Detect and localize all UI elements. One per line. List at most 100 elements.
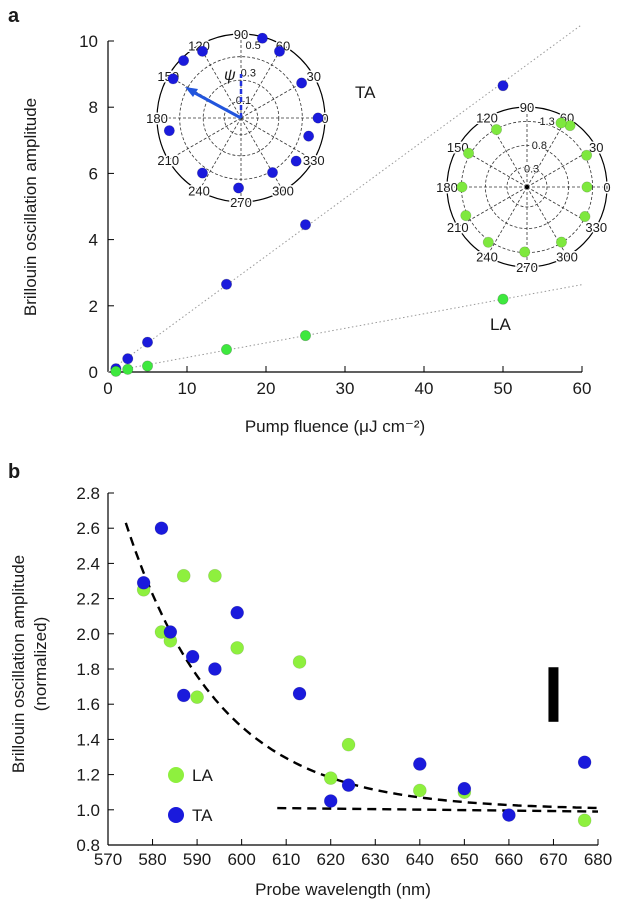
y-tick-label: 1.6 [76, 695, 100, 714]
polar-radius-label: 0.3 [524, 164, 539, 176]
polar-point-ta [167, 73, 179, 85]
fit-curve-lower [277, 806, 599, 813]
x-tick-label: 40 [415, 379, 434, 398]
x-tick-label: 680 [584, 850, 612, 869]
data-point-la [176, 568, 191, 583]
panel-b-points [136, 521, 592, 828]
data-point-ta [208, 662, 222, 676]
polar-point-ta [256, 32, 268, 44]
legend-label-ta: TA [192, 806, 213, 825]
polar-point-ta [312, 112, 324, 124]
polar-angle-label: 270 [516, 260, 538, 275]
data-point-la [292, 655, 307, 669]
data-point-ta [122, 353, 134, 365]
x-tick-label: 30 [336, 379, 355, 398]
x-tick-label: 0 [103, 379, 112, 398]
x-tick-label: 570 [94, 850, 122, 869]
polar-angle-label: 300 [556, 249, 578, 264]
x-tick-label: 580 [138, 850, 166, 869]
polar-point-la [490, 124, 502, 136]
y-tick-label: 4 [89, 231, 98, 250]
data-point-ta [142, 336, 154, 348]
data-point-ta [163, 625, 178, 639]
y-tick-label: 8 [89, 98, 98, 117]
polarization-arrowhead [185, 87, 198, 97]
fit-line-la [107, 284, 583, 373]
polar-angle-label: 210 [157, 153, 179, 168]
data-point-ta [497, 80, 509, 92]
polar-angle-label: 30 [307, 69, 321, 84]
data-point-ta [502, 808, 516, 822]
x-tick-label: 620 [317, 850, 345, 869]
polar-angle-label: 300 [272, 184, 294, 199]
polar-point-ta [197, 45, 209, 57]
data-point-ta [323, 794, 338, 808]
polar-point-la [581, 149, 593, 161]
data-point-la [413, 783, 427, 798]
data-point-la [341, 737, 356, 752]
polar-point-ta [273, 45, 285, 57]
annotation-la: LA [490, 315, 511, 334]
polar-point-la [519, 246, 531, 258]
x-tick-label: 630 [361, 850, 389, 869]
polar-spoke [240, 45, 284, 119]
y-axis-title-line2: (normalized) [31, 617, 50, 711]
legend-label-la: LA [192, 766, 213, 785]
data-point-ta [230, 605, 244, 620]
x-tick-label: 640 [406, 850, 434, 869]
polar-angle-label: 330 [303, 153, 325, 168]
polar-point-la [482, 236, 494, 248]
polar-point-la [581, 181, 593, 193]
polar-point-la [456, 181, 468, 193]
data-point-ta [457, 781, 472, 796]
polar-spoke [198, 45, 242, 119]
polar-radius-label: 0.3 [241, 68, 256, 80]
panel-b-fit-curves [124, 522, 599, 813]
y-axis-title: Brillouin oscillation amplitude [21, 98, 40, 316]
x-tick-label: 650 [450, 850, 478, 869]
inset-polar-ta: 03060901201501802102402703003300.10.30.5… [145, 26, 330, 212]
data-point-ta [221, 278, 233, 290]
y-tick-label: 1.8 [76, 660, 100, 679]
legend-marker-la [168, 767, 184, 783]
y-axis-title-line1: Brillouin oscillation amplitude [9, 555, 28, 773]
x-tick-label: 60 [573, 379, 592, 398]
data-point-la [208, 568, 222, 583]
x-tick-label: 20 [257, 379, 276, 398]
panel-b-axes: 570 580 590 600 610 620 630 640 650 660 670 680 0.8 1… [9, 484, 612, 899]
panel-a-label: a [8, 5, 20, 27]
polar-angle-label: 210 [447, 220, 469, 235]
x-tick-label: 10 [178, 379, 197, 398]
polar-point-ta [290, 155, 302, 167]
data-point-ta [577, 755, 592, 770]
y-tick-label: 10 [79, 32, 98, 51]
polar-spoke [457, 186, 528, 228]
polar-point-la [463, 147, 475, 159]
fit-curve-upper [124, 522, 599, 810]
x-tick-label: 590 [183, 850, 211, 869]
panel-a-points [110, 80, 509, 377]
error-bar [548, 667, 559, 722]
polar-angle-label: 0 [603, 180, 610, 195]
data-point-la [190, 690, 204, 704]
data-point-ta [185, 649, 200, 664]
y-tick-label: 2 [89, 297, 98, 316]
data-point-la [142, 360, 154, 372]
polar-radius-label: 0.1 [236, 95, 251, 107]
polar-angle-label: 90 [234, 27, 248, 42]
polar-point-ta [266, 167, 278, 179]
polar-spoke [240, 117, 284, 191]
legend-marker-ta [168, 807, 184, 823]
x-tick-label: 660 [495, 850, 523, 869]
data-point-la [122, 363, 134, 375]
psi-label: ψ [224, 67, 236, 84]
polar-spoke [486, 186, 528, 257]
polar-point-ta [163, 125, 175, 137]
polar-angle-label: 150 [447, 140, 469, 155]
polar-angle-label: 30 [589, 140, 603, 155]
polar-point-ta [178, 55, 190, 67]
panel-a-fit-lines [107, 24, 583, 373]
y-tick-label: 2.0 [76, 625, 100, 644]
y-tick-label: 2.6 [76, 519, 100, 538]
